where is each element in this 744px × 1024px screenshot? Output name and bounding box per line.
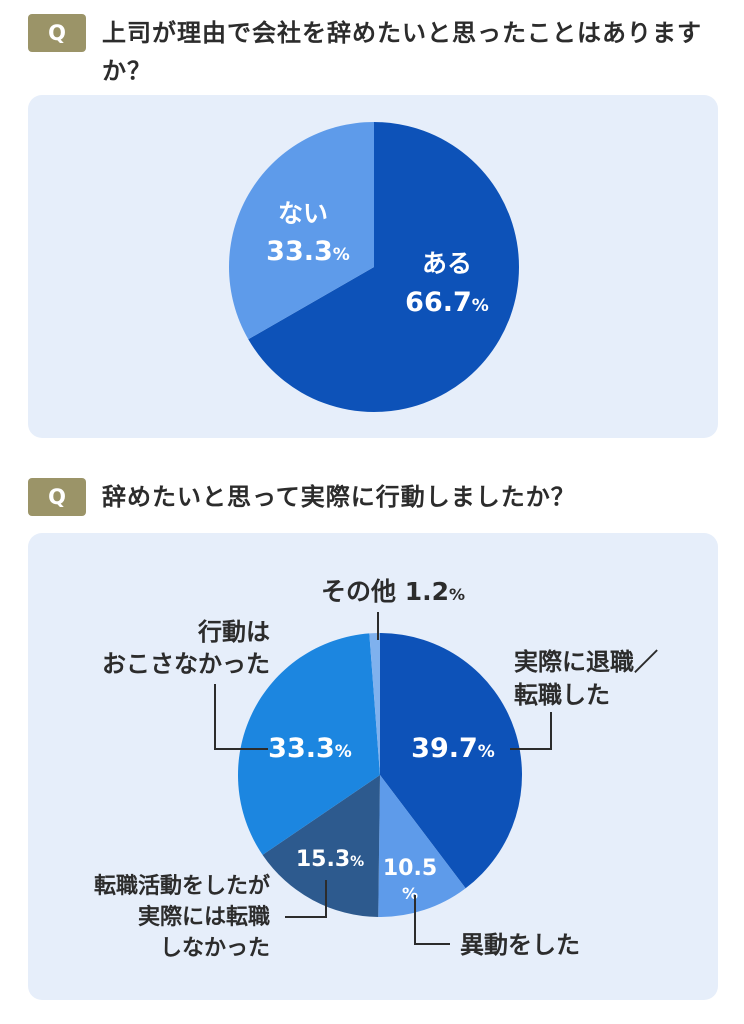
question-1-text: 上司が理由で会社を辞めたいと思ったことはありますか？	[102, 19, 702, 85]
leader-line-2	[285, 880, 327, 918]
chart2-slice-0	[380, 633, 522, 889]
chart2-label-0a: 実際に退職／	[514, 648, 658, 676]
chart2-slice-3	[238, 633, 380, 855]
chart1-slice-1	[228, 122, 374, 340]
chart2-label-2c: しなかった	[160, 936, 270, 961]
chart2-slice-4	[369, 633, 380, 775]
chart2-label-2a: 転職活動をしたが	[94, 873, 270, 899]
q-badge: Q	[28, 478, 86, 516]
chart2-label-2b: 実際には転職	[138, 904, 270, 930]
chart2-value-0: 39.7%	[411, 733, 495, 764]
leader-line-0	[510, 712, 552, 750]
leader-line-1	[414, 895, 450, 945]
question-2: Q 辞めたいと思って実際に行動しましたか？	[28, 478, 576, 516]
chart2-label-4: その他 1.2%	[321, 577, 465, 606]
chart1-label-0: ある	[422, 249, 472, 278]
chart1-label-1: ない	[278, 199, 328, 228]
question-2-text: 辞めたいと思って実際に行動しましたか？	[102, 483, 576, 511]
question-1: Q 上司が理由で会社を辞めたいと思ったことはありますか？	[28, 14, 702, 90]
chart2-label-0b: 転職した	[514, 681, 610, 709]
chart2-value-3: 33.3%	[268, 733, 352, 764]
chart1-slice-0	[248, 122, 519, 412]
chart1-value-1: 33.3%	[266, 236, 350, 267]
chart2-label-3a: 行動は	[197, 618, 270, 646]
chart2-value-1: 10.5	[383, 856, 437, 881]
chart2-label-3b: おこさなかった	[102, 650, 270, 678]
q-badge: Q	[28, 14, 86, 52]
leader-line-3	[214, 684, 268, 750]
chart1-value-0: 66.7%	[405, 287, 489, 318]
chart2-slice-1	[378, 775, 466, 917]
chart2-value-2: 15.3%	[296, 847, 364, 872]
chart2-slice-2	[262, 775, 380, 917]
chart2-label-1: 異動をした	[460, 931, 580, 959]
